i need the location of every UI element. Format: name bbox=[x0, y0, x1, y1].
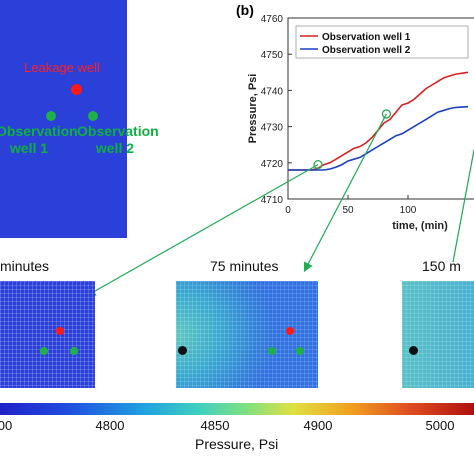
leakage-well-marker bbox=[286, 327, 294, 335]
injection-well-marker bbox=[178, 346, 187, 355]
observation-well-1-label-line2: well 1 bbox=[9, 140, 49, 156]
y-tick-label: 4730 bbox=[261, 123, 284, 134]
snapshot-map-2 bbox=[176, 281, 318, 388]
highlight-marker-2 bbox=[381, 109, 392, 119]
observation-well-2-label-line1: Observation bbox=[77, 123, 159, 139]
observation-well-1-marker bbox=[268, 347, 276, 355]
arrow-to-snapshot-2 bbox=[303, 113, 387, 273]
y-tick-label: 4720 bbox=[261, 159, 284, 170]
colorbar-tick-3: 4850 bbox=[200, 418, 230, 433]
y-tick-label: 4750 bbox=[261, 50, 284, 61]
observation-well-1-marker bbox=[40, 347, 48, 355]
leakage-well-label: Leakage well bbox=[24, 60, 100, 75]
y-tick-label: 4710 bbox=[261, 195, 284, 206]
snapshot-title-2: 75 minutes bbox=[210, 258, 279, 274]
colorbar bbox=[0, 403, 474, 415]
x-axis-label: time, (min) bbox=[392, 220, 448, 232]
snapshot-map-3 bbox=[402, 281, 474, 388]
legend-box bbox=[295, 25, 469, 59]
colorbar-tick-5: 5000 bbox=[425, 418, 455, 433]
y-axis-label: Pressure, Psi bbox=[247, 74, 259, 144]
legend-label-2: Observation well 2 bbox=[322, 45, 411, 56]
observation-well-2-marker bbox=[88, 111, 98, 121]
arrow-to-snapshot-1 bbox=[85, 164, 319, 297]
top-map bbox=[0, 0, 127, 238]
observation-well-2-label-line2: well 2 bbox=[95, 140, 135, 156]
snapshot-map-1 bbox=[0, 281, 95, 388]
observation-well-2-marker bbox=[296, 347, 304, 355]
observation-well-1-label: Observation well 1 bbox=[0, 123, 78, 157]
panel-label: (b) bbox=[236, 2, 254, 18]
injection-well-marker bbox=[409, 346, 418, 355]
leakage-well-marker bbox=[56, 327, 64, 335]
x-tick-label: 100 bbox=[400, 205, 417, 216]
colorbar-label: Pressure, Psi bbox=[195, 436, 279, 452]
arrow-to-snapshot-3 bbox=[452, 149, 474, 263]
colorbar-tick-4: 4900 bbox=[303, 418, 333, 433]
observation-well-1-label-line1: Observation bbox=[0, 123, 78, 139]
snapshot-title-1: minutes bbox=[0, 258, 50, 274]
series-line-1 bbox=[288, 71, 469, 171]
leakage-well-marker bbox=[71, 84, 82, 95]
snapshot-title-3: 150 m bbox=[422, 258, 461, 274]
x-tick-label: 50 bbox=[342, 205, 354, 216]
y-tick-label: 4760 bbox=[261, 14, 284, 25]
y-tick-label: 4740 bbox=[261, 86, 284, 97]
highlight-marker-1 bbox=[313, 159, 323, 170]
observation-well-1-marker bbox=[46, 111, 56, 121]
x-tick-label: 0 bbox=[285, 205, 291, 216]
series-line-2 bbox=[288, 105, 469, 171]
colorbar-tick-2: 4800 bbox=[95, 418, 125, 433]
colorbar-tick-1: 00 bbox=[0, 418, 13, 433]
observation-well-2-label: Observation well 2 bbox=[77, 123, 159, 157]
legend-label-1: Observation well 1 bbox=[322, 32, 411, 43]
observation-well-2-marker bbox=[70, 347, 78, 355]
